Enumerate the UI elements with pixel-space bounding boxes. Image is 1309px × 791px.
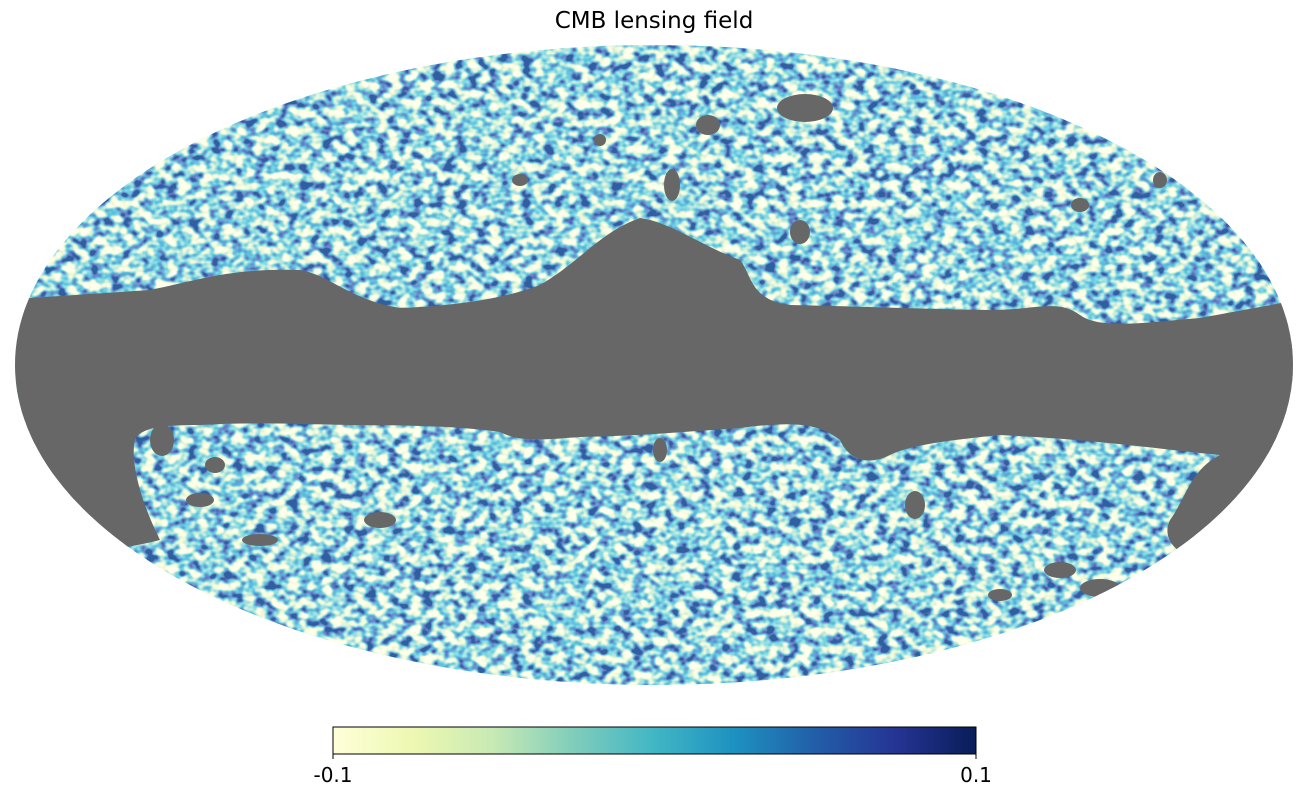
colorbar (332, 726, 977, 755)
colorbar-tick-label: -0.1 (313, 763, 352, 787)
chart-title: CMB lensing field (555, 8, 754, 34)
mask-band (15, 218, 1293, 560)
colorbar-tick-label: 0.1 (960, 763, 992, 787)
galactic-mask (15, 94, 1293, 601)
sky-map (15, 45, 1293, 685)
